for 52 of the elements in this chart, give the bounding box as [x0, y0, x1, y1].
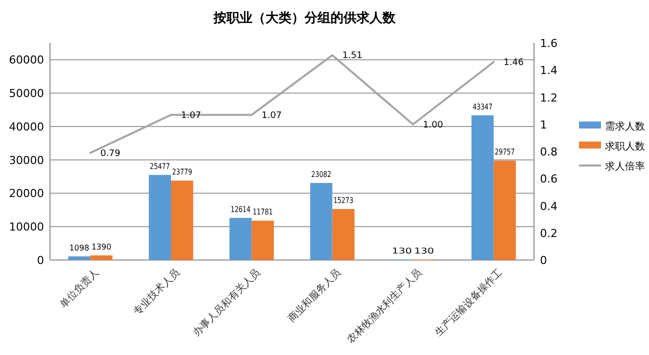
y2-tick-label: 1.2 [540, 91, 558, 104]
data-label: 23779 [172, 168, 198, 177]
bar [494, 160, 516, 260]
bar [171, 180, 194, 260]
bar [68, 256, 90, 260]
x-tick-label: 办事人员和有关人员 [190, 266, 263, 339]
x-tick-label: 专业技术人员 [131, 266, 182, 318]
x-tick-label: 生产运输设备操作工 [432, 266, 505, 339]
data-label: 29757 [494, 148, 520, 157]
legend-label: 求人倍率 [605, 160, 645, 172]
y2-tick-label: 0.6 [540, 172, 558, 186]
y2-tick-label: 0.8 [540, 146, 558, 158]
data-label: 130 [392, 246, 412, 256]
bar [90, 255, 113, 260]
y2-tick-label: 1.6 [540, 37, 558, 50]
y-tick-label: 0 [37, 254, 44, 267]
data-label: 43347 [472, 102, 498, 112]
data-label: 11781 [252, 208, 278, 217]
data-label: 1390 [91, 242, 112, 252]
data-label: 23082 [311, 170, 337, 179]
y-tick-label: 30000 [9, 154, 44, 167]
x-tick-label: 商业和服务人员 [285, 266, 344, 325]
x-tick-label: 农林牧渔水利生产人员 [344, 266, 424, 346]
y2-tick-label: 0.2 [540, 226, 558, 240]
bar [252, 220, 274, 260]
legend-label: 求职人数 [605, 140, 645, 152]
data-label: 0.79 [100, 148, 121, 159]
data-label: 1.46 [504, 58, 524, 68]
data-label: 1098 [69, 243, 90, 252]
bar [229, 218, 252, 260]
y2-tick-label: 1.4 [540, 64, 558, 78]
legend-label: 需求人数 [605, 120, 645, 132]
y-tick-label: 60000 [9, 54, 44, 67]
chart-title: 按职业（大类）分组的供求人数 [212, 10, 396, 26]
bar [471, 115, 494, 260]
x-tick-label: 单位负责人 [58, 266, 102, 310]
y-tick-label: 50000 [9, 87, 44, 100]
data-label: 130 [414, 246, 434, 256]
y2-tick-label: 0 [540, 254, 547, 267]
y-tick-label: 20000 [9, 187, 44, 200]
y-tick-label: 10000 [9, 220, 44, 234]
y2-tick-label: 1 [540, 118, 547, 132]
data-label: 1.07 [181, 110, 202, 121]
data-label: 1.00 [423, 120, 444, 130]
bar [148, 174, 171, 260]
data-label: 15273 [333, 196, 359, 206]
y2-tick-label: 0.4 [540, 200, 558, 213]
data-label: 1.07 [262, 110, 282, 121]
y-tick-label: 40000 [9, 120, 44, 134]
bar [332, 209, 355, 260]
bar [310, 182, 332, 260]
data-label: 1.51 [342, 51, 362, 62]
